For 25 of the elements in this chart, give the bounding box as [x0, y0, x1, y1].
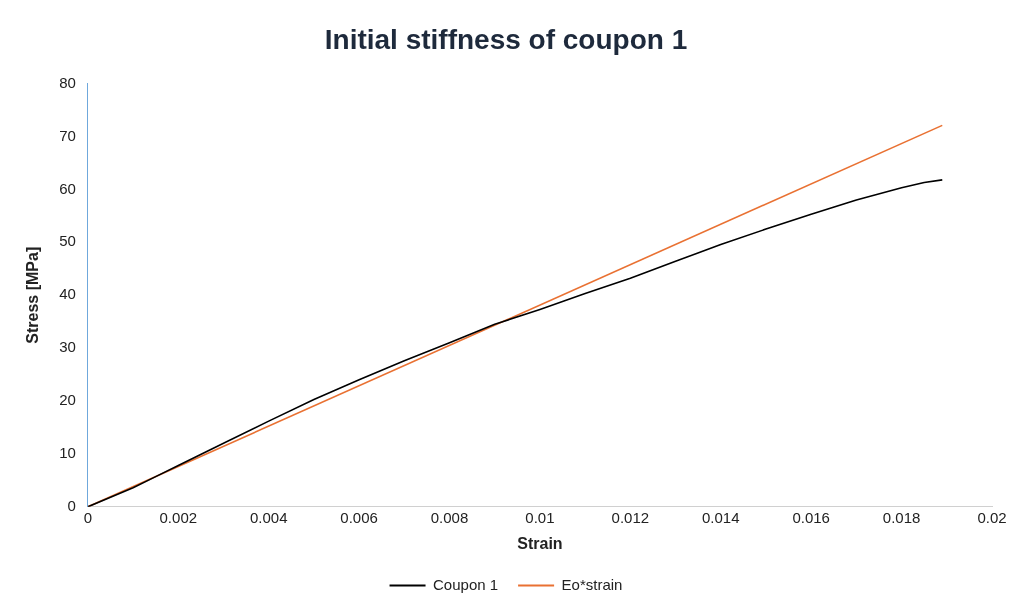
y-tick-label: 50 — [59, 232, 76, 250]
legend-label: Eo*strain — [561, 575, 623, 593]
x-tick-label: 0.006 — [340, 508, 378, 526]
x-axis-title: Strain — [517, 534, 563, 552]
x-tick-label: 0.004 — [249, 508, 288, 526]
y-tick-label: 70 — [59, 126, 76, 144]
legend-label: Coupon 1 — [433, 575, 499, 593]
y-tick-label: 40 — [59, 285, 76, 303]
y-tick-label: 80 — [59, 73, 76, 91]
x-tick-label: 0.018 — [882, 508, 921, 526]
x-tick-label: 0.002 — [159, 508, 198, 526]
x-tick-label: 0.016 — [792, 508, 830, 526]
x-tick-label: 0.02 — [977, 508, 1007, 526]
y-tick-label: 30 — [59, 338, 76, 356]
y-tick-label: 20 — [59, 391, 76, 409]
y-axis-title: Stress [MPa] — [24, 246, 42, 344]
x-tick-label: 0.014 — [701, 508, 740, 526]
x-tick-label: 0.01 — [525, 508, 555, 526]
y-tick-label: 10 — [59, 444, 76, 462]
chart-title: Initial stiffness of coupon 1 — [324, 23, 688, 55]
x-tick-label: 0.012 — [611, 508, 650, 526]
x-tick-label: 0 — [83, 508, 93, 526]
x-tick-label: 0.008 — [430, 508, 469, 526]
y-tick-label: 0 — [67, 496, 76, 514]
y-tick-label: 60 — [59, 179, 76, 197]
